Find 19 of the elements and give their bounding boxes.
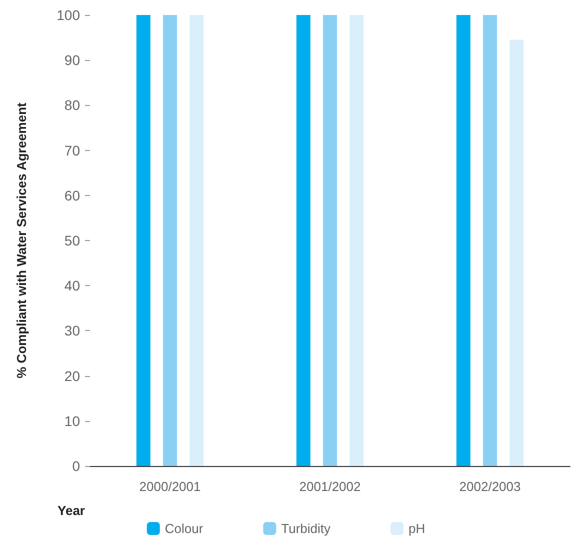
y-tick-label: 80 (64, 97, 80, 114)
y-tick-label: 30 (64, 322, 80, 339)
y-tick-label: 70 (64, 142, 80, 158)
y-tick-label: 20 (64, 368, 80, 384)
x-tick-label: 2000/2001 (139, 479, 201, 494)
legend-label: pH (408, 521, 426, 536)
y-tick-label: 0 (72, 458, 80, 474)
legend-label: Turbidity (281, 521, 332, 536)
y-tick-label: 50 (64, 232, 80, 248)
y-axis-title: % Compliant with Water Services Agreement (14, 102, 29, 378)
y-tick-label: 40 (64, 278, 80, 294)
y-tick-label: 90 (64, 52, 80, 68)
legend-label: Colour (164, 521, 204, 536)
x-tick-label: 2001/2002 (299, 479, 361, 494)
x-axis-title: Year (58, 503, 85, 518)
y-tick-label: 10 (64, 412, 80, 429)
x-tick-label: 2002/2003 (459, 479, 521, 494)
y-tick-label: 60 (64, 187, 80, 204)
y-tick-label: 100 (56, 7, 80, 23)
